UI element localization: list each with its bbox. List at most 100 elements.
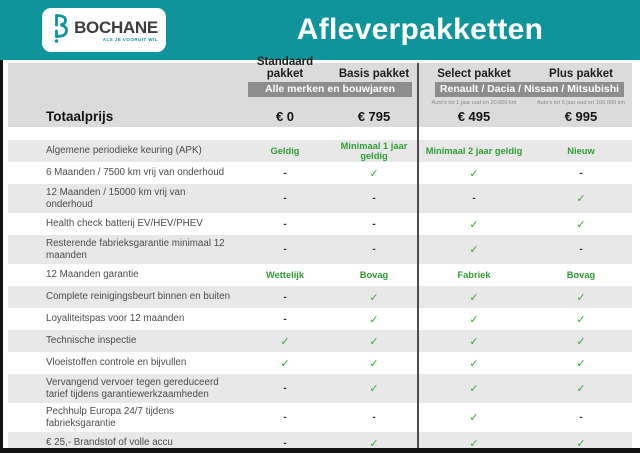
feature-label: Technische inspectie — [46, 335, 137, 347]
feature-value-cell: ✓ — [576, 218, 586, 231]
feature-label: Pechhulp Europa 24/7 tijdens fabrieksgar… — [46, 406, 174, 429]
feature-value-cell: - — [283, 313, 287, 325]
feature-label: Health check batterij EV/HEV/PHEV — [46, 218, 203, 230]
feature-value-cell: ✓ — [469, 167, 479, 180]
feature-label: Resterende fabrieksgarantie minimaal 12 … — [46, 238, 225, 261]
feature-label: Vloeistoffen controle en bijvullen — [46, 357, 187, 369]
feature-label: Complete reinigingsbeurt binnen en buite… — [46, 291, 231, 303]
feature-value-cell: ✓ — [576, 357, 586, 370]
feature-value-cell: ✓ — [469, 291, 479, 304]
feature-value-cell: ✓ — [280, 335, 290, 348]
total-price-select: € 495 — [457, 109, 491, 124]
group-bar-all-brands: Alle merken en bouwjaren — [248, 82, 412, 97]
feature-value-cell: - — [283, 244, 287, 255]
feature-value-cell: ✓ — [576, 437, 586, 450]
table-row: Health check batterij EV/HEV/PHEV - - ✓ … — [8, 213, 632, 235]
total-price-label: Totaalprijs — [46, 109, 114, 124]
feature-value-cell: ✓ — [280, 357, 290, 370]
bochane-logo: BOCHANE ALS JE VOORUIT WIL — [42, 8, 166, 52]
feature-value-cell: ✓ — [576, 193, 586, 205]
feature-value-cell: - — [283, 412, 287, 423]
feature-value-cell: - — [283, 383, 287, 394]
note-select-pakket: Auto's tot 1 jaar oud en 20.000 km — [431, 99, 517, 106]
total-price-plus: € 995 — [564, 109, 598, 124]
feature-value-cell: ✓ — [369, 437, 379, 450]
table-row: 6 Maanden / 7500 km vrij van onderhoud -… — [8, 162, 632, 184]
feature-label: Vervangend vervoer tegen gereduceerd tar… — [46, 377, 219, 400]
feature-value-cell: ✓ — [469, 313, 479, 326]
bochane-logo-text: BOCHANE — [74, 17, 158, 37]
top-banner: BOCHANE ALS JE VOORUIT WIL Afleverpakket… — [0, 0, 640, 60]
table-row: Loyaliteitspas voor 12 maanden - ✓ ✓ ✓ — [8, 308, 632, 330]
column-group-divider — [417, 63, 419, 448]
feature-value-cell: ✓ — [576, 335, 586, 348]
total-price-standaard: € 0 — [275, 109, 295, 124]
table-row: Pechhulp Europa 24/7 tijdens fabrieksgar… — [8, 403, 632, 432]
table-row: 12 Maanden / 15000 km vrij van onderhoud… — [8, 184, 632, 213]
table-row: Resterende fabrieksgarantie minimaal 12 … — [8, 235, 632, 264]
feature-value-cell: Wettelijk — [265, 270, 305, 280]
feature-value-cell: Geldig — [270, 146, 300, 156]
bottom-border — [0, 448, 640, 453]
note-plus-pakket: Auto's tot 5 jaar oud en 100.000 km — [536, 99, 626, 106]
group-bar-renault-dacia-nissan-mitsubishi: Renault / Dacia / Nissan / Mitsubishi — [435, 82, 624, 97]
left-border — [0, 60, 3, 453]
feature-value-cell: - — [372, 244, 376, 255]
bochane-logo-tagline: ALS JE VOORUIT WIL — [102, 36, 158, 42]
feature-label: € 25,- Brandstof of volle accu — [46, 437, 173, 449]
feature-value-cell: ✓ — [369, 167, 379, 180]
total-price-basis: € 795 — [357, 109, 391, 124]
feature-value-cell: - — [372, 412, 376, 423]
feature-value-cell: - — [472, 193, 476, 204]
package-header-block: Standaard pakket Basis pakket Select pak… — [8, 56, 632, 127]
feature-value-cell: Bovag — [359, 270, 389, 280]
feature-value-cell: - — [579, 167, 583, 179]
feature-value-cell: - — [283, 193, 287, 204]
feature-value-cell: - — [372, 218, 376, 230]
feature-value-cell: ✓ — [469, 244, 479, 256]
feature-value-cell: - — [283, 291, 287, 303]
feature-value-cell: Minimaal 1 jaar geldig — [340, 141, 408, 161]
table-row: Vervangend vervoer tegen gereduceerd tar… — [8, 374, 632, 403]
feature-label: 6 Maanden / 7500 km vrij van onderhoud — [46, 167, 225, 179]
feature-value-cell: ✓ — [469, 412, 479, 424]
feature-value-cell: ✓ — [369, 383, 379, 395]
feature-value-cell: - — [579, 412, 583, 423]
feature-table: Algemene periodieke keuring (APK) Geldig… — [8, 140, 632, 453]
table-row: € 25,- Brandstof of volle accu - ✓ ✓ ✓ — [8, 432, 632, 453]
feature-value-cell: - — [283, 437, 287, 449]
feature-value-cell: - — [283, 167, 287, 179]
feature-value-cell: - — [283, 218, 287, 230]
feature-value-cell: Minimaal 2 jaar geldig — [425, 146, 523, 156]
feature-value-cell: ✓ — [469, 357, 479, 370]
feature-value-cell: - — [372, 193, 376, 204]
table-row: Algemene periodieke keuring (APK) Geldig… — [8, 140, 632, 162]
table-row: Vloeistoffen controle en bijvullen ✓ ✓ ✓… — [8, 352, 632, 374]
page-title: Afleverpakketten — [296, 13, 544, 46]
package-column-header-plus: Plus pakket — [549, 68, 613, 80]
table-row: Complete reinigingsbeurt binnen en buite… — [8, 286, 632, 308]
feature-value-cell: ✓ — [369, 291, 379, 304]
feature-label: 12 Maanden garantie — [46, 269, 139, 281]
feature-label: Algemene periodieke keuring (APK) — [46, 145, 202, 157]
table-row: 12 Maanden garantie Wettelijk Bovag Fabr… — [8, 264, 632, 286]
feature-value-cell: - — [579, 244, 583, 255]
feature-value-cell: ✓ — [469, 335, 479, 348]
feature-label: 12 Maanden / 15000 km vrij van onderhoud — [46, 187, 186, 210]
feature-value-cell: Nieuw — [567, 146, 595, 156]
feature-value-cell: Fabriek — [457, 270, 491, 280]
feature-value-cell: ✓ — [469, 437, 479, 450]
package-column-header-select: Select pakket — [437, 68, 511, 80]
feature-value-cell: ✓ — [576, 383, 586, 395]
feature-value-cell: ✓ — [469, 218, 479, 231]
feature-value-cell: ✓ — [369, 335, 379, 348]
feature-value-cell: ✓ — [369, 313, 379, 326]
feature-label: Loyaliteitspas voor 12 maanden — [46, 313, 185, 325]
feature-value-cell: Bovag — [566, 270, 596, 280]
feature-value-cell: ✓ — [469, 383, 479, 395]
table-row: Technische inspectie ✓ ✓ ✓ ✓ — [8, 330, 632, 352]
feature-value-cell: ✓ — [576, 313, 586, 326]
package-column-header-standaard: Standaard pakket — [256, 56, 314, 80]
feature-value-cell: ✓ — [369, 357, 379, 370]
